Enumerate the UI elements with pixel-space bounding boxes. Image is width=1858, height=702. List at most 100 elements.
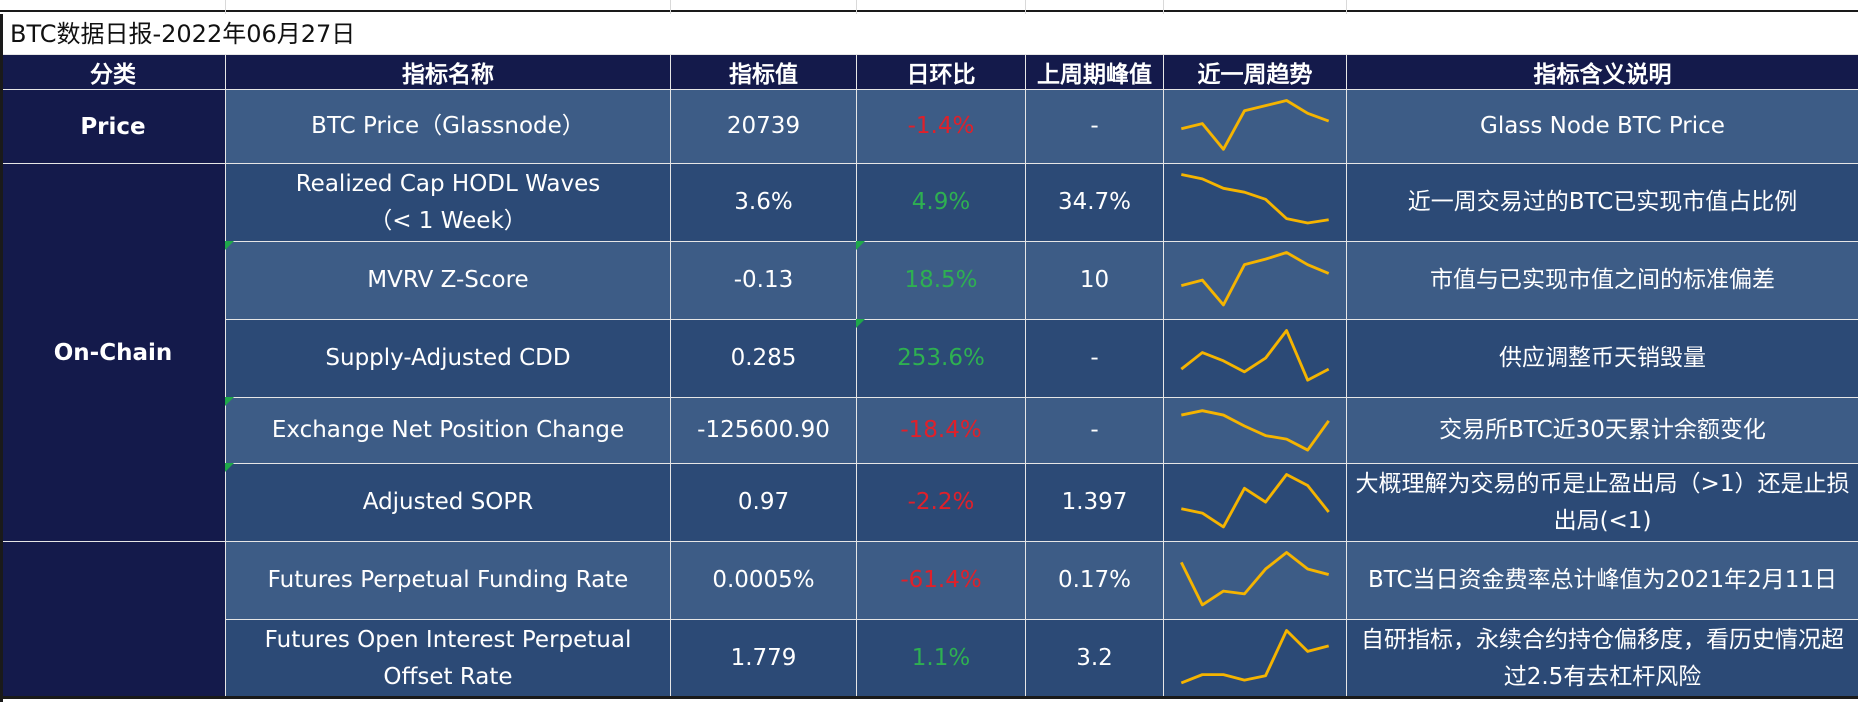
indicator-description[interactable]: 市值与已实现市值之间的标准偏差: [1346, 241, 1858, 320]
day-over-day[interactable]: -61.4%: [856, 541, 1026, 620]
trend-sparkline-chart: [1180, 551, 1330, 607]
comment-marker-icon[interactable]: [225, 241, 234, 250]
trend-sparkline[interactable]: [1163, 319, 1347, 398]
table-row: On-Chain Realized Cap HODL Waves （< 1 We…: [0, 163, 1858, 542]
trend-sparkline-chart: [1181, 173, 1329, 225]
indicator-description[interactable]: 近一周交易过的BTC已实现市值占比例: [1346, 163, 1858, 242]
indicator-name[interactable]: Supply-Adjusted CDD: [225, 319, 671, 398]
indicator-description[interactable]: Glass Node BTC Price: [1346, 89, 1858, 164]
trend-sparkline[interactable]: [1163, 241, 1347, 320]
table-row: Futures Perpetual Funding Rate 0.0005% -…: [0, 541, 1858, 698]
table-row: Exchange Net Position Change -125600.90 …: [1, 397, 1858, 464]
indicator-value[interactable]: 20739: [670, 89, 857, 164]
indicator-value[interactable]: 0.97: [670, 463, 857, 542]
grid-line: [1346, 0, 1347, 14]
sheet-bottom-border: [0, 696, 1858, 699]
trend-sparkline[interactable]: [1163, 619, 1347, 698]
indicator-value[interactable]: -125600.90: [670, 397, 857, 464]
trend-sparkline-chart: [1181, 409, 1330, 452]
trend-sparkline[interactable]: [1163, 397, 1347, 464]
table-row: Supply-Adjusted CDD 0.285 253.6% - 供应调整币…: [1, 319, 1858, 398]
day-over-day[interactable]: 18.5%: [856, 241, 1026, 320]
trend-sparkline-chart: [1180, 99, 1330, 152]
indicator-description[interactable]: 交易所BTC近30天累计余额变化: [1346, 397, 1858, 464]
indicator-name[interactable]: MVRV Z-Score: [225, 241, 671, 320]
trend-sparkline[interactable]: [1163, 89, 1347, 164]
indicator-description[interactable]: BTC当日资金费率总计峰值为2021年2月11日: [1346, 541, 1858, 620]
trend-sparkline-chart: [1180, 251, 1330, 307]
trend-line: [1180, 251, 1330, 307]
report-title: BTC数据日报-2022年06月27日: [10, 20, 356, 48]
previous-peak[interactable]: 34.7%: [1025, 163, 1164, 242]
previous-peak[interactable]: 1.397: [1025, 463, 1164, 542]
trend-line: [1181, 173, 1329, 225]
day-over-day[interactable]: 1.1%: [856, 619, 1026, 698]
grid-line: [1025, 0, 1026, 14]
trend-sparkline[interactable]: [1163, 463, 1347, 542]
header-day-over-day[interactable]: 日环比: [856, 54, 1026, 90]
indicator-value[interactable]: 1.779: [670, 619, 857, 698]
indicator-value[interactable]: -0.13: [670, 241, 857, 320]
indicator-value[interactable]: 0.285: [670, 319, 857, 398]
trend-line: [1180, 329, 1330, 382]
grid-line: [856, 0, 857, 14]
btc-daily-report-table: 分类 指标名称 指标值 日环比 上周期峰值 近一周趋势 指标含义说明 Price…: [0, 54, 1858, 698]
trend-line: [1180, 629, 1330, 685]
category-onchain[interactable]: On-Chain: [0, 163, 226, 542]
trend-line: [1181, 409, 1330, 452]
indicator-description[interactable]: 大概理解为交易的币是止盈出局（>1）还是止损出局(<1): [1346, 463, 1858, 542]
trend-line: [1180, 99, 1330, 152]
comment-marker-icon[interactable]: [225, 463, 234, 472]
day-over-day[interactable]: 253.6%: [856, 319, 1026, 398]
comment-marker-icon[interactable]: [225, 397, 234, 406]
previous-peak[interactable]: 10: [1025, 241, 1164, 320]
indicator-name[interactable]: Futures Open Interest Perpetual Offset R…: [225, 619, 671, 698]
category-futures[interactable]: [0, 541, 226, 698]
day-over-day[interactable]: -1.4%: [856, 89, 1026, 164]
previous-peak[interactable]: -: [1025, 397, 1164, 464]
indicator-name[interactable]: Exchange Net Position Change: [225, 397, 671, 464]
previous-peak[interactable]: -: [1025, 319, 1164, 398]
table-row: Adjusted SOPR 0.97 -2.2% 1.397 大概理解为交易的币…: [1, 463, 1858, 542]
trend-sparkline-chart: [1180, 629, 1330, 685]
previous-peak[interactable]: 3.2: [1025, 619, 1164, 698]
indicator-value[interactable]: 3.6%: [670, 163, 857, 242]
table-row: Price BTC Price（Glassnode） 20739 -1.4% -…: [0, 89, 1858, 164]
previous-peak[interactable]: -: [1025, 89, 1164, 164]
sheet-left-border: [0, 14, 3, 702]
trend-line: [1180, 551, 1330, 607]
trend-sparkline[interactable]: [1163, 163, 1347, 242]
header-indicator-name[interactable]: 指标名称: [225, 54, 671, 90]
indicator-name[interactable]: Adjusted SOPR: [225, 463, 671, 542]
report-title-row[interactable]: BTC数据日报-2022年06月27日: [0, 14, 1858, 54]
indicator-description[interactable]: 供应调整币天销毁量: [1346, 319, 1858, 398]
table-row: Futures Open Interest Perpetual Offset R…: [1, 619, 1858, 698]
header-description[interactable]: 指标含义说明: [1346, 54, 1858, 90]
trend-sparkline[interactable]: [1163, 541, 1347, 620]
comment-marker-icon[interactable]: [856, 319, 865, 328]
day-over-day[interactable]: 4.9%: [856, 163, 1026, 242]
indicator-description[interactable]: 自研指标，永续合约持仓偏移度，看历史情况超过2.5有去杠杆风险: [1346, 619, 1858, 698]
grid-line: [225, 0, 226, 14]
trend-sparkline-chart: [1180, 329, 1330, 382]
grid-line: [1163, 0, 1164, 14]
header-previous-peak[interactable]: 上周期峰值: [1025, 54, 1164, 90]
indicator-name[interactable]: Futures Perpetual Funding Rate: [225, 541, 671, 620]
grid-line: [670, 0, 671, 14]
header-weekly-trend[interactable]: 近一周趋势: [1163, 54, 1347, 90]
header-row: 分类 指标名称 指标值 日环比 上周期峰值 近一周趋势 指标含义说明: [0, 54, 1858, 90]
day-over-day[interactable]: -2.2%: [856, 463, 1026, 542]
previous-peak[interactable]: 0.17%: [1025, 541, 1164, 620]
trend-sparkline-chart: [1181, 473, 1330, 529]
comment-marker-icon[interactable]: [856, 241, 865, 250]
table-row: MVRV Z-Score -0.13 18.5% 10 市值与已实现市值之间的标…: [1, 241, 1858, 320]
sheet-top-border: [0, 0, 1858, 12]
header-category[interactable]: 分类: [0, 54, 226, 90]
indicator-name[interactable]: BTC Price（Glassnode）: [225, 89, 671, 164]
category-price[interactable]: Price: [0, 89, 226, 164]
indicator-value[interactable]: 0.0005%: [670, 541, 857, 620]
trend-line: [1181, 473, 1330, 529]
header-indicator-value[interactable]: 指标值: [670, 54, 857, 90]
day-over-day[interactable]: -18.4%: [856, 397, 1026, 464]
indicator-name[interactable]: Realized Cap HODL Waves （< 1 Week）: [225, 163, 671, 242]
